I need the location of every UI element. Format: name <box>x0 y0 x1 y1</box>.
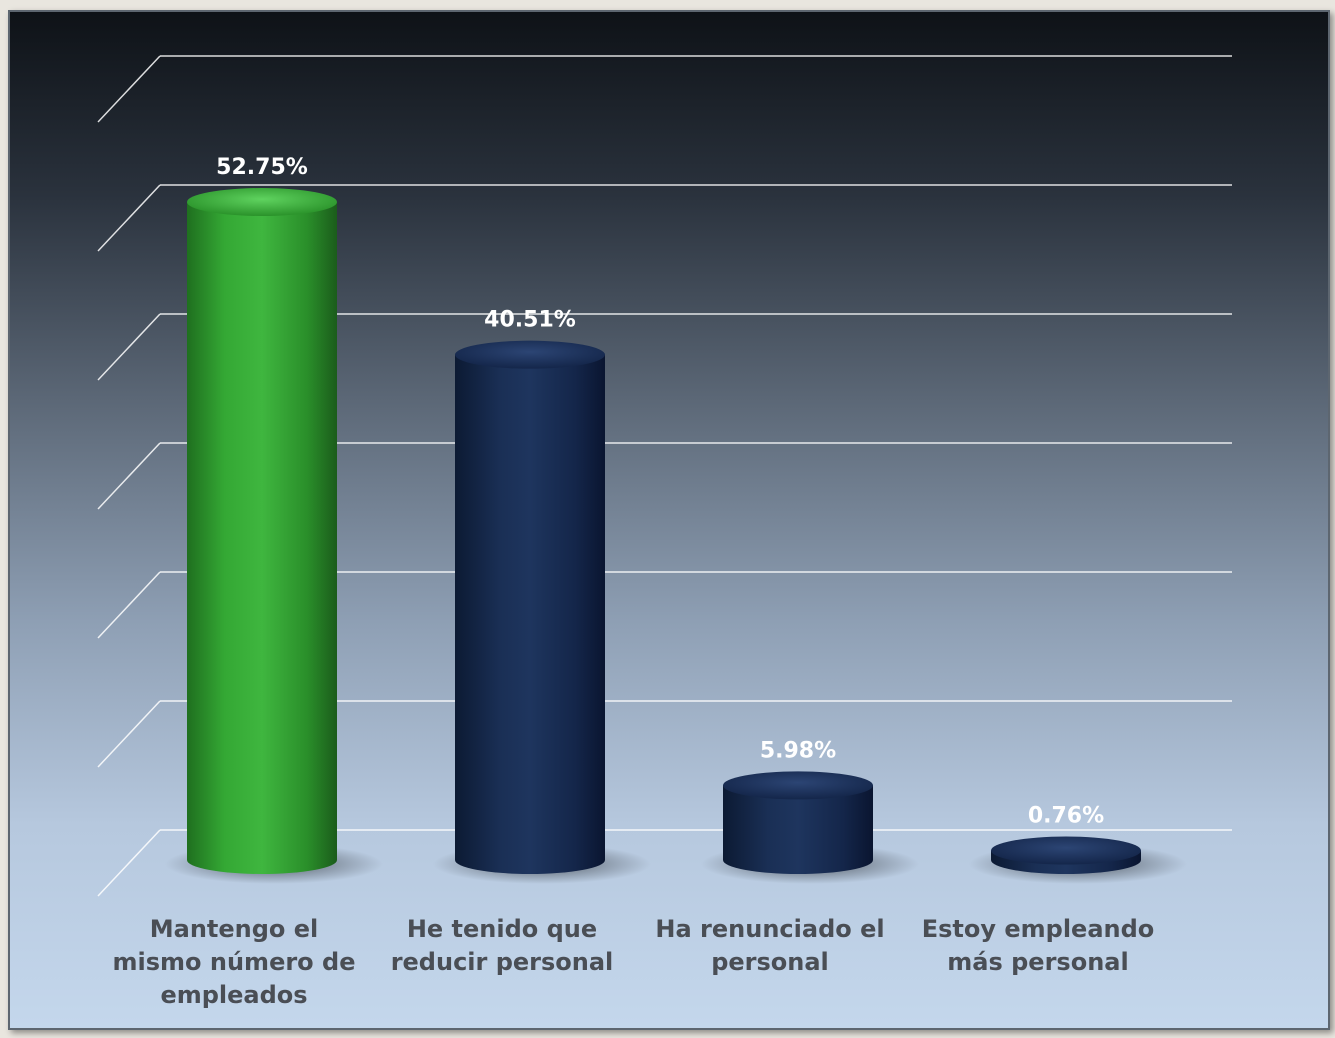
bar-body <box>455 354 605 875</box>
bar-top <box>187 188 337 216</box>
category-label: He tenido que reducir personal <box>391 915 614 976</box>
bar <box>165 188 383 884</box>
bar-body <box>187 202 337 874</box>
gridline-side <box>97 442 161 510</box>
grid-lines <box>97 55 1232 897</box>
bar-top <box>455 340 605 369</box>
bar <box>969 836 1187 884</box>
bar-top <box>723 771 873 800</box>
category-label: Estoy empleando más personal <box>922 915 1155 976</box>
data-label: 52.75% <box>216 155 308 180</box>
bar-top <box>991 836 1141 865</box>
bar-chart: 52.75% Mantengo el mismo número de empleado… <box>97 55 1232 1009</box>
gridline-side <box>97 829 161 897</box>
bar <box>433 340 651 884</box>
chart-frame: 52.75% Mantengo el mismo número de empleado… <box>8 10 1330 1030</box>
gridline-side <box>97 184 161 252</box>
data-label: 40.51% <box>484 308 576 333</box>
gridline-side <box>97 55 161 123</box>
gridline-side <box>97 700 161 768</box>
data-label: 5.98% <box>760 738 836 763</box>
bar-body <box>723 785 873 874</box>
gridline-side <box>97 313 161 381</box>
bar <box>701 771 919 884</box>
labels: 52.75% Mantengo el mismo número de empleado… <box>113 155 1155 1009</box>
category-label: Ha renunciado el personal <box>655 915 884 976</box>
category-label: Mantengo el mismo número de empleados <box>113 915 356 1009</box>
gridline-side <box>97 571 161 639</box>
bars <box>165 188 1187 884</box>
data-label: 0.76% <box>1028 804 1104 829</box>
